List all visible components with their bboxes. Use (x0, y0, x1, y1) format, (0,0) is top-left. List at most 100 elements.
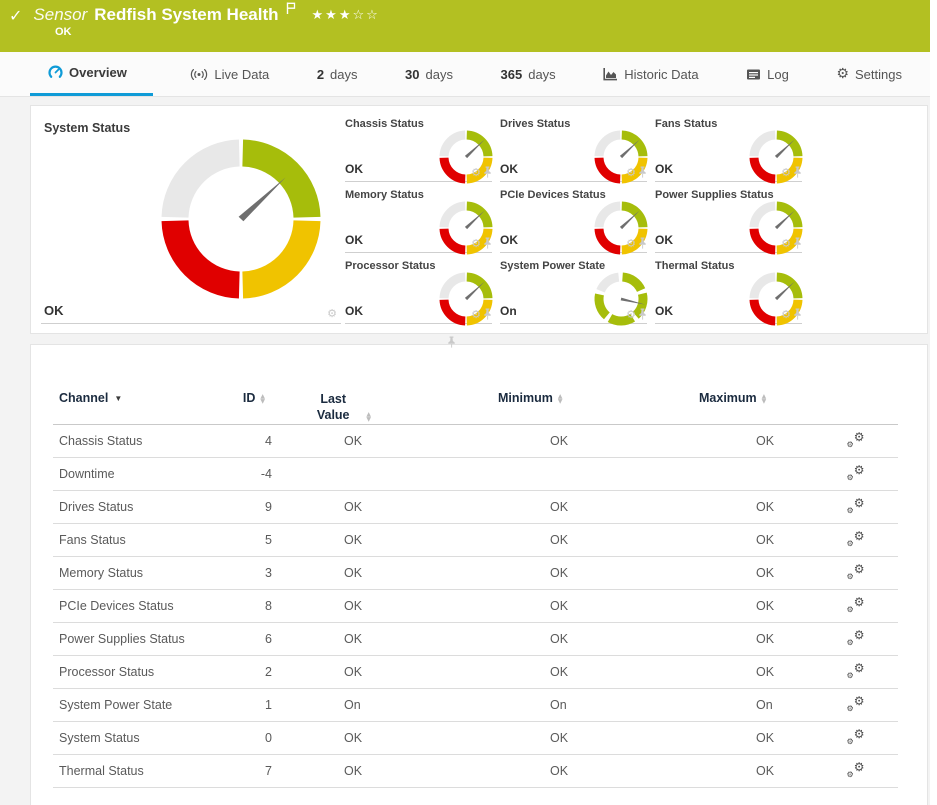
table-row: Processor Status 2 OK OK OK ⚙ ⚙ (53, 656, 898, 689)
status-gauge (439, 130, 493, 184)
channel-settings-icon[interactable]: ⚙ ⚙ (846, 496, 865, 515)
channel-id: 3 (265, 566, 272, 580)
primary-channel-value: OK (44, 303, 64, 318)
gauge-value: OK (500, 162, 518, 176)
status-gauge (439, 201, 493, 255)
pin-icon[interactable] (793, 166, 802, 178)
channel-last-value: OK (344, 533, 363, 547)
channel-settings-icon[interactable]: ⚙ ⚙ (846, 529, 865, 548)
table-row: Drives Status 9 OK OK OK ⚙ ⚙ (53, 491, 898, 524)
tab-historic-data[interactable]: Historic Data (593, 52, 708, 96)
channel-gauge-cell: Fans Status OK ⚙ (655, 114, 803, 184)
tab-log[interactable]: Log (736, 52, 799, 96)
gauge-value: OK (345, 304, 363, 318)
channel-last-value: OK (344, 764, 363, 778)
status-gauge (749, 272, 803, 326)
pin-icon[interactable] (638, 308, 647, 320)
channel-settings-icon[interactable]: ⚙ ⚙ (846, 661, 865, 680)
flag-icon[interactable] (286, 2, 296, 20)
pin-icon[interactable] (447, 336, 456, 348)
gauge-settings-icon[interactable]: ⚙ (471, 166, 481, 179)
pin-icon[interactable] (793, 308, 802, 320)
scrollbar-track[interactable] (930, 0, 937, 805)
gauge-value: OK (655, 233, 673, 247)
pin-icon[interactable] (483, 308, 492, 320)
gauge-title: Fans Status (655, 118, 718, 130)
table-row: Thermal Status 7 OK OK OK ⚙ ⚙ (53, 755, 898, 788)
channel-table-body: Chassis Status 4 OK OK OK ⚙ ⚙ Downtime -4… (53, 425, 898, 788)
primary-channel-title: System Status (44, 121, 131, 135)
tab-30-days[interactable]: 30 days (405, 66, 453, 82)
gauge-title: Drives Status (500, 118, 571, 130)
channel-minimum: OK (550, 599, 569, 613)
tab-2-days[interactable]: 2 days (316, 66, 358, 82)
tab-live-data[interactable]: Live Data (180, 52, 279, 96)
status-check-icon: ✓ (9, 5, 23, 25)
channel-settings-icon[interactable]: ⚙ ⚙ (846, 562, 865, 581)
channel-settings-icon[interactable]: ⚙ ⚙ (846, 628, 865, 647)
channel-name: PCIe Devices Status (59, 599, 174, 613)
column-header-last-value[interactable]: Last Value ▲ ▼ (316, 392, 371, 423)
channel-maximum: OK (756, 632, 775, 646)
channel-minimum: OK (550, 632, 569, 646)
pin-icon[interactable] (483, 166, 492, 178)
channel-name: Power Supplies Status (59, 632, 185, 646)
channel-last-value: OK (344, 566, 363, 580)
gauge-settings-icon[interactable]: ⚙ (781, 237, 791, 250)
tab-settings[interactable]: ⚙ Settings (836, 66, 902, 82)
sort-icon: ▲ ▼ (366, 411, 371, 423)
sort-icon: ▲ ▼ (761, 393, 767, 405)
pin-icon[interactable] (483, 237, 492, 249)
channel-minimum: OK (550, 665, 569, 679)
gauge-settings-icon[interactable]: ⚙ (327, 307, 337, 320)
gauge-icon (48, 65, 63, 78)
channel-settings-icon[interactable]: ⚙ ⚙ (846, 727, 865, 746)
channel-name: Memory Status (59, 566, 144, 580)
pin-icon[interactable] (638, 237, 647, 249)
pin-icon[interactable] (638, 166, 647, 178)
gauge-title: System Power State (500, 260, 606, 272)
tab-overview[interactable]: Overview (30, 52, 153, 96)
channel-last-value: On (344, 698, 361, 712)
status-gauge (594, 201, 648, 255)
channel-name: System Status (59, 731, 140, 745)
channel-gauge-cell: Processor Status OK ⚙ (345, 256, 493, 326)
gauge-settings-icon[interactable]: ⚙ (471, 237, 481, 250)
sort-desc-icon: ▼ (114, 393, 123, 403)
channel-id: 5 (265, 533, 272, 547)
channel-settings-icon[interactable]: ⚙ ⚙ (846, 463, 865, 482)
gauge-settings-icon[interactable]: ⚙ (626, 166, 636, 179)
channel-settings-icon[interactable]: ⚙ ⚙ (846, 595, 865, 614)
channel-table-header: Channel ▼ ID ▲ ▼ Last Value ▲ ▼ Minimum ▲ ▼… (53, 345, 898, 425)
channel-settings-icon[interactable]: ⚙ ⚙ (846, 760, 865, 779)
status-gauge (439, 272, 493, 326)
channel-name: Drives Status (59, 500, 134, 514)
gauge-settings-icon[interactable]: ⚙ (781, 308, 791, 321)
channel-minimum: OK (550, 764, 569, 778)
channel-table: Channel ▼ ID ▲ ▼ Last Value ▲ ▼ Minimum ▲ ▼… (53, 345, 898, 788)
priority-stars[interactable]: ★★★☆☆ (312, 8, 380, 23)
gauge-title: Memory Status (345, 189, 424, 201)
tab-365-days[interactable]: 365 days (500, 66, 556, 82)
table-row: System Power State 1 On On On ⚙ ⚙ (53, 689, 898, 722)
gauge-settings-icon[interactable]: ⚙ (626, 308, 636, 321)
channel-settings-icon[interactable]: ⚙ ⚙ (846, 430, 865, 449)
column-header-maximum[interactable]: Maximum ▲ ▼ (699, 391, 767, 405)
table-row: Downtime -4 ⚙ ⚙ (53, 458, 898, 491)
column-header-id[interactable]: ID ▲ ▼ (242, 391, 265, 405)
system-status-gauge (161, 139, 321, 299)
star-icon-filled[interactable]: ★★★ (311, 7, 353, 23)
gauge-title: PCIe Devices Status (500, 189, 606, 201)
gauge-settings-icon[interactable]: ⚙ (471, 308, 481, 321)
column-header-channel[interactable]: Channel ▼ (59, 391, 123, 405)
pin-icon[interactable] (793, 237, 802, 249)
column-header-minimum[interactable]: Minimum ▲ ▼ (498, 391, 563, 405)
channel-settings-icon[interactable]: ⚙ ⚙ (846, 694, 865, 713)
star-icon-empty[interactable]: ☆☆ (352, 7, 380, 23)
gauge-settings-icon[interactable]: ⚙ (781, 166, 791, 179)
channel-gauge-cell: Power Supplies Status OK ⚙ (655, 185, 803, 255)
channel-maximum: OK (756, 665, 775, 679)
log-icon (747, 69, 761, 79)
table-row: System Status 0 OK OK OK ⚙ ⚙ (53, 722, 898, 755)
gauge-settings-icon[interactable]: ⚙ (626, 237, 636, 250)
